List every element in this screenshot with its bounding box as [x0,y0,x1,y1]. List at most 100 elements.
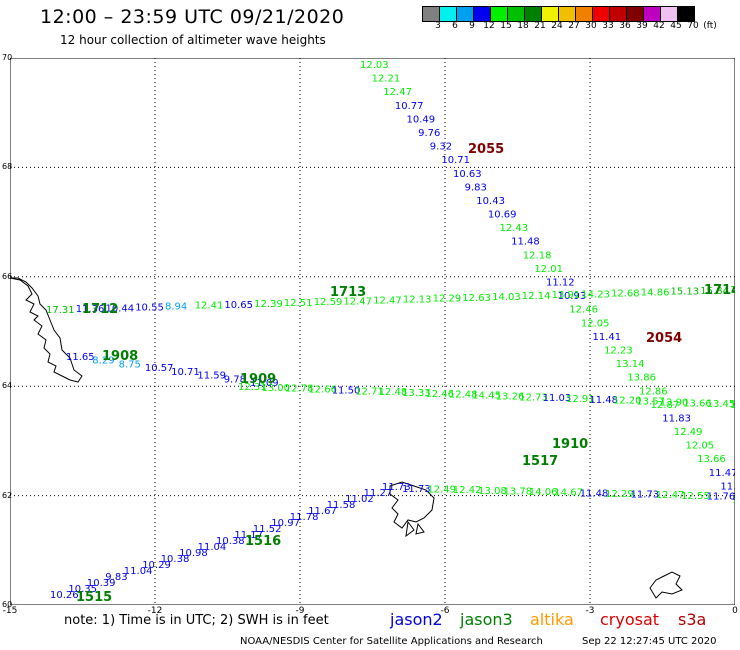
wave-height-value: 12.78 [285,384,314,395]
latitude-tick-label: 62 [2,490,13,500]
wave-height-value: 13.91 [552,290,581,301]
wave-height-value: 15.13 [671,287,700,298]
wave-height-map: 12.0312.2112.4710.7710.499.769.3210.7110… [10,58,735,605]
wave-height-value: 12.48 [449,390,478,401]
pass-time-label: 2055 [468,142,504,157]
wave-height-value: 12.71 [355,386,384,397]
wave-height-value: 13.78 [504,487,533,498]
wave-height-value: 12.47 [656,490,685,501]
wave-height-value: 14.45 [472,391,501,402]
color-swatch [592,6,610,22]
wave-height-value: 10.26 [50,590,79,601]
latitude-tick-label: 68 [2,162,13,172]
wave-height-value: 11.04 [124,566,153,577]
wave-height-value: 12.31 [238,382,267,393]
track-2054: 2054 [646,331,682,346]
color-swatch [558,6,576,22]
units-note: note: 1) Time is in UTC; 2) SWH is in fe… [64,613,329,628]
latitude-tick-label: 64 [2,381,13,391]
wave-height-value: 11.48 [511,237,540,248]
wave-height-value: 12.47 [383,87,412,98]
color-swatch [643,6,661,22]
wave-height-value: 12.29 [605,489,634,500]
wave-height-value: 14.67 [554,488,583,499]
wave-height-value: 12.39 [254,299,283,310]
credit-text: NOAA/NESDIS Center for Satellite Applica… [240,636,543,647]
pass-time-label: 1909 [240,372,276,387]
track-2055: 12.03 12.21 12.47 10.77 10.49 9.76 9.32 10.71 10… [360,60,735,506]
color-swatch [473,6,491,22]
longitude-tick-label: -12 [147,606,163,616]
wave-height-value: 12.18 [523,250,552,261]
wave-height-value: 12.55 [681,491,710,502]
pass-time-label: 1908 [102,349,138,364]
wave-height-value: 12.00 [732,495,735,506]
wave-height-value: 12.68 [611,289,640,300]
wave-height-value: 11.52 [253,524,282,535]
longitude-tick-label: -15 [2,606,18,616]
wave-height-value: 11.73 [382,482,411,493]
wave-height-value: 13.14 [616,359,645,370]
color-scale-tick-label: 6 [452,21,458,31]
wave-height-value: 10.38 [161,554,190,565]
color-swatch [575,6,593,22]
wave-height-value: 12.43 [500,223,529,234]
wave-height-value: 11.04 [198,542,227,553]
map-title: 12:00 – 23:59 UTC 09/21/2020 [40,6,345,28]
wave-height-value: 9.78 [224,374,246,385]
longitude-tick-label: -9 [295,606,305,616]
color-swatch [541,6,559,22]
wave-height-value: 15.84 [700,286,729,297]
wave-height-value: 12.49 [730,400,735,411]
longitude-tick-label: -6 [440,606,450,616]
pass-time-label: 2054 [646,331,682,346]
track-1516: 11.7311.2711.0211.5811.6711.7810.9711.52… [50,482,411,601]
longitude-tick-label: -3 [585,606,595,616]
wave-height-value: 11.17 [234,530,263,541]
legend-jason3: jason3 [460,610,513,629]
wave-height-value: 12.42 [453,485,482,496]
wave-height-value: 11.83 [662,413,691,424]
wave-height-value: 12.29 [433,294,462,305]
wave-height-value: 12.91 [566,394,595,405]
wave-height-value: 10.63 [453,169,482,180]
color-scale-labels: 3 6 9 12 15 18 21 24 27 30 33 36 39 42 45 70 (ft) [422,21,740,33]
wave-height-value: 11.87 [732,492,735,503]
wave-height-value: 10.97 [271,518,300,529]
wave-height-value: 17.14 [730,285,735,296]
legend-s3a: s3a [678,610,707,629]
wave-height-value: 12.47 [373,295,402,306]
color-swatch [507,6,525,22]
wave-height-value: 13.08 [478,486,507,497]
wave-height-value: 11.03 [543,393,572,404]
color-scale-tick-label: 39 [636,21,648,31]
pass-time-label: 1714 [704,283,735,298]
wave-height-value: 12.46 [425,389,454,400]
wave-height-value: 12.86 [639,386,668,397]
wave-height-value: 12.14 [522,291,551,302]
map-grid [10,58,735,605]
color-scale-tick-label: 24 [551,21,563,31]
wave-height-value: 11.09 [250,378,279,389]
color-scale-tick-label: 12 [483,21,495,31]
track-1712: 1712 [82,302,118,317]
color-scale-tick-label: 27 [568,21,580,31]
pass-time-label: 1910 [552,437,588,452]
color-scale-tick-label: 42 [653,21,665,31]
color-scale-tick-label: 30 [585,21,597,31]
wave-height-value: 8.94 [165,302,187,313]
wave-height-value: 10.44 [106,303,135,314]
legend-jason2: jason2 [390,610,443,629]
altimeter-tracks: 12.0312.2112.4710.7710.499.769.3210.7110… [46,60,735,605]
wave-height-value: 10.93 [558,291,587,302]
timestamp-text: Sep 22 12:27:45 UTC 2020 [582,636,717,647]
color-swatch [439,6,457,22]
color-scale-tick-label: 21 [534,21,546,31]
wave-height-value: 12.46 [569,305,598,316]
color-scale-unit: (ft) [703,21,717,31]
wave-height-value: 10.29 [142,560,171,571]
iceland-coastline [389,481,435,538]
latitude-tick-label: 70 [2,53,13,62]
wave-height-value: 11.73 [402,484,431,495]
wave-height-value: 11.73 [631,490,660,501]
